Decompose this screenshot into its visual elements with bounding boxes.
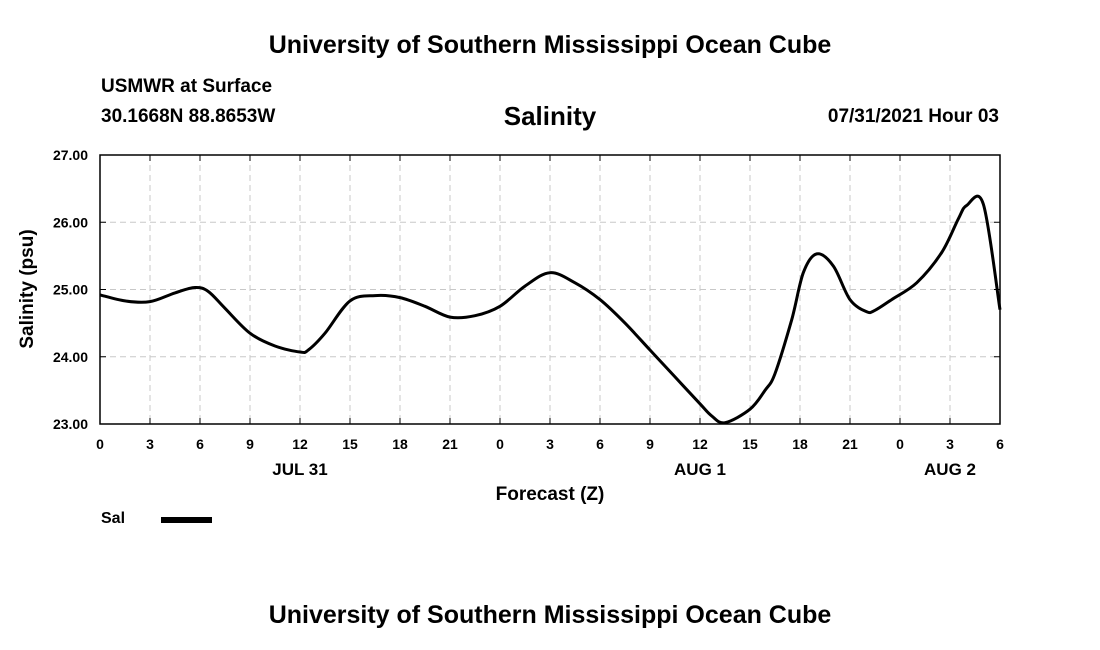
series-layer <box>99 194 1002 425</box>
x-tick-label: 3 <box>146 436 154 452</box>
x-tick-label: 6 <box>996 436 1004 452</box>
x-tick-label: 0 <box>496 436 504 452</box>
x-tick-label: 12 <box>692 436 708 452</box>
x-axis-label: Forecast (Z) <box>496 484 605 505</box>
forecast-time: 07/31/2021 Hour 03 <box>827 106 999 127</box>
x-tick-label: 6 <box>596 436 604 452</box>
y-tick-label: 25.00 <box>53 282 88 298</box>
tick-labels-layer: 0 3 6 9 12 15 18 21 0 3 6 9 12 15 18 21 0 3 6 JUL 31 AUG 1 AU… <box>53 147 1004 479</box>
chart-title: Salinity <box>503 101 597 131</box>
y-tick-label: 24.00 <box>53 349 88 365</box>
y-tick-label: 23.00 <box>53 416 88 432</box>
grid-layer <box>100 155 1000 424</box>
y-tick-label: 26.00 <box>53 214 88 230</box>
x-tick-label: 15 <box>342 436 358 452</box>
x-tick-label: 21 <box>842 436 858 452</box>
x-tick-label: 9 <box>246 436 254 452</box>
series-line-salinity <box>99 194 1002 425</box>
x-tick-label: 9 <box>646 436 654 452</box>
header-title: University of Southern Mississippi Ocean… <box>268 31 832 59</box>
date-label: AUG 2 <box>924 460 976 479</box>
date-label: AUG 1 <box>674 460 726 479</box>
x-tick-label: 6 <box>196 436 204 452</box>
footer-title: University of Southern Mississippi Ocean… <box>268 601 832 629</box>
x-tick-label: 21 <box>442 436 458 452</box>
x-tick-label: 15 <box>742 436 758 452</box>
date-label: JUL 31 <box>272 460 327 479</box>
ticks-layer <box>99 154 1001 425</box>
legend-label: Sal <box>101 510 126 527</box>
x-tick-label: 18 <box>392 436 408 452</box>
y-axis-label: Salinity (psu) <box>17 229 38 348</box>
station-name: USMWR at Surface <box>101 76 273 97</box>
x-tick-label: 3 <box>946 436 954 452</box>
legend-swatch <box>161 517 212 523</box>
x-tick-label: 0 <box>96 436 104 452</box>
x-tick-label: 12 <box>292 436 308 452</box>
station-coordinates: 30.1668N 88.8653W <box>101 106 276 127</box>
x-tick-label: 3 <box>546 436 554 452</box>
x-tick-label: 18 <box>792 436 808 452</box>
y-tick-label: 27.00 <box>53 147 88 163</box>
x-tick-label: 0 <box>896 436 904 452</box>
